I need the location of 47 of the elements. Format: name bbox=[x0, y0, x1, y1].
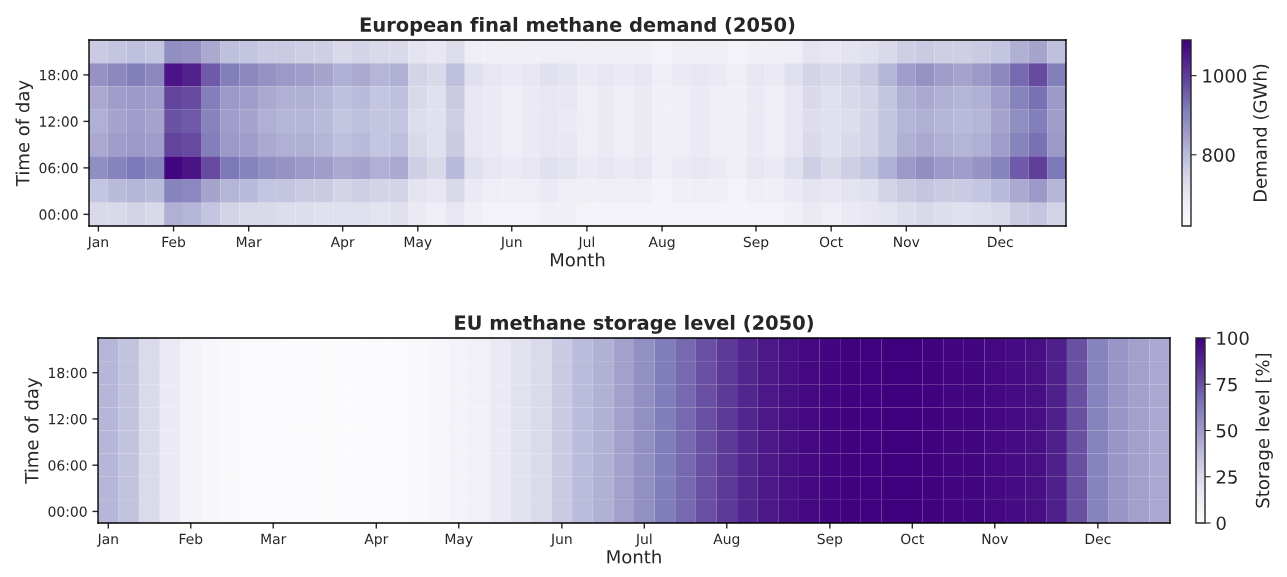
y-axis-title: Time of day bbox=[15, 80, 33, 187]
y-tick-label: 18:00 bbox=[40, 69, 78, 81]
color-bar-label: 0 bbox=[1216, 516, 1226, 531]
x-tick-label: Aug bbox=[648, 236, 675, 250]
y-tick-label: 18:00 bbox=[49, 367, 87, 379]
y-tick-label: 06:00 bbox=[48, 460, 87, 471]
x-tick-label: Dec bbox=[988, 236, 1013, 248]
color-bar-label: 50 bbox=[1216, 423, 1238, 438]
x-tick-label: Jun bbox=[550, 533, 572, 547]
y-tick-label: 06:00 bbox=[39, 162, 78, 174]
x-tick-label: Mar bbox=[236, 236, 262, 248]
color-bar-label: 75 bbox=[1216, 377, 1237, 392]
x-axis-title: Month bbox=[550, 252, 605, 267]
color-bar-label: 25 bbox=[1216, 470, 1237, 484]
x-tick-label: Jul bbox=[635, 533, 652, 547]
x-tick-label: Aug bbox=[713, 533, 740, 547]
x-tick-label: Nov bbox=[982, 533, 1008, 545]
chart-title: European final methane demand (2050) bbox=[360, 16, 795, 36]
x-tick-label: Apr bbox=[330, 236, 355, 250]
x-tick-label: Oct bbox=[819, 236, 843, 248]
color-bar-label: 800 bbox=[1202, 148, 1235, 162]
x-tick-label: Jan bbox=[96, 533, 118, 547]
x-tick-label: Feb bbox=[179, 533, 203, 545]
x-tick-label: Jan bbox=[86, 236, 108, 250]
y-tick-label: 12:00 bbox=[40, 116, 78, 127]
x-tick-label: May bbox=[404, 236, 432, 250]
y-tick-label: 12:00 bbox=[49, 413, 87, 425]
color-bar-title: Storage level [%] bbox=[1255, 353, 1273, 508]
x-tick-label: Jul bbox=[577, 236, 594, 250]
y-tick-label: 00:00 bbox=[39, 209, 78, 220]
y-tick-label: 00:00 bbox=[48, 506, 87, 517]
color-bar-label: 1000 bbox=[1203, 69, 1247, 83]
color-bar-label: 100 bbox=[1217, 331, 1249, 346]
x-axis-title: Month bbox=[607, 549, 661, 564]
x-tick-label: Jun bbox=[500, 236, 522, 250]
x-tick-label: Oct bbox=[901, 533, 924, 545]
x-tick-label: Feb bbox=[162, 236, 186, 248]
x-tick-label: Dec bbox=[1085, 533, 1111, 545]
x-tick-label: Mar bbox=[261, 533, 287, 545]
x-tick-label: Sep bbox=[817, 533, 843, 547]
x-tick-label: Sep bbox=[743, 236, 769, 250]
x-tick-label: Nov bbox=[894, 236, 920, 248]
x-tick-label: May bbox=[445, 533, 473, 547]
chart-title: EU methane storage level (2050) bbox=[455, 314, 813, 334]
y-axis-title: Time of day bbox=[24, 377, 42, 484]
x-tick-label: Apr bbox=[364, 533, 389, 547]
color-bar-title: Demand (GWh) bbox=[1252, 64, 1270, 202]
